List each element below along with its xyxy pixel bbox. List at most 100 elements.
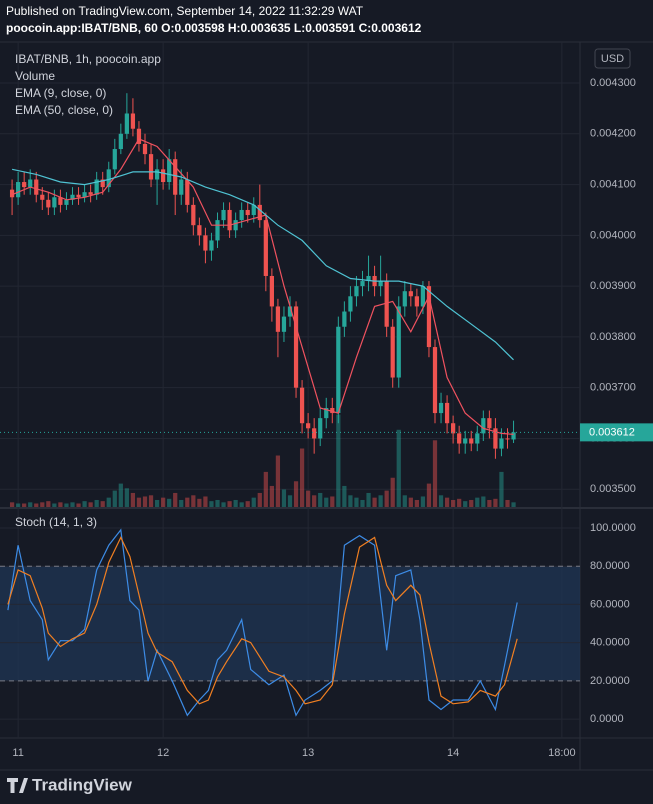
volume-bar [46, 501, 51, 507]
candle-body [100, 179, 105, 188]
volume-bar [251, 497, 256, 507]
candle-body [438, 402, 444, 414]
candle-body [251, 204, 256, 216]
candle-body [40, 194, 45, 200]
volume-bar [438, 495, 444, 507]
volume-legend: Volume [15, 69, 55, 83]
volume-bar [40, 502, 45, 507]
candle-body [76, 194, 81, 198]
candle-body [197, 225, 202, 236]
ema-legend: EMA (9, close, 0) [15, 86, 106, 100]
volume-bar [451, 499, 456, 507]
candle-body [324, 407, 329, 419]
candle-body [378, 281, 383, 287]
volume-bar [324, 497, 329, 507]
volume-bar [124, 488, 129, 507]
volume-bar [360, 499, 365, 507]
stoch-line [7, 528, 518, 717]
candle-body [185, 179, 190, 205]
volume-bar [499, 471, 504, 507]
volume-bar [245, 501, 250, 507]
y-tick-label: 60.0000 [590, 598, 630, 610]
stoch-title: Stoch (14, 1, 3) [15, 515, 97, 529]
volume-bar [28, 502, 33, 507]
candle-body [82, 192, 87, 198]
candle-body [263, 220, 268, 276]
volume-bar [88, 502, 93, 507]
symbol-line: poocoin.app:IBAT/BNB, 60 O:0.003598 H:0.… [6, 21, 422, 35]
volume-bar [148, 495, 154, 507]
x-tick-label: 14 [447, 747, 459, 759]
candle-body [34, 179, 39, 195]
y-tick-label: 40.0000 [590, 637, 630, 649]
marks [0, 93, 580, 717]
candle-body [384, 281, 389, 327]
y-tick-label: 80.0000 [590, 560, 630, 572]
candle-body [463, 438, 468, 444]
candle-body [457, 433, 462, 444]
candle-body [9, 189, 15, 198]
ema-line [11, 168, 514, 361]
volume-bar [457, 498, 462, 507]
volume-bar [197, 498, 202, 507]
candle-body [481, 418, 486, 434]
candle-body [306, 423, 311, 429]
ema-legend: EMA (50, close, 0) [15, 103, 113, 117]
volume-bar [9, 502, 15, 507]
volume-bar [263, 471, 268, 507]
candle-body [281, 316, 287, 332]
candle-body [209, 240, 214, 251]
volume-bar [112, 490, 117, 507]
volume-bar [161, 497, 166, 507]
candle-body [275, 306, 281, 332]
volume-bar [511, 502, 516, 507]
volume-bar [221, 502, 226, 507]
candle-body [408, 291, 413, 297]
logo: TradingView [7, 775, 133, 794]
candle-body [203, 235, 208, 251]
volume-bar [444, 497, 450, 507]
volume-bar [233, 499, 238, 507]
volume-bar [402, 495, 407, 507]
candle-body [64, 199, 69, 205]
currency-button[interactable] [594, 48, 631, 69]
candle-body [215, 220, 220, 241]
y-tick-label: 0.0000 [590, 713, 624, 725]
x-tick-label: 11 [12, 747, 23, 759]
volume-bar [463, 501, 468, 507]
volume-bar [94, 499, 99, 507]
y-tick-label: 0.003700 [590, 382, 636, 394]
labels: USD IBAT/BNB, 1h, poocoin.app Volume EMA… [7, 48, 653, 794]
volume-bar [239, 502, 244, 507]
candle-body [312, 428, 317, 439]
volume-bar [209, 501, 214, 507]
volume-bar [384, 490, 389, 507]
volume-bar [487, 499, 492, 507]
candle-body [451, 423, 456, 434]
candle-body [432, 347, 438, 414]
candle-body [167, 159, 172, 183]
x-tick-label: 13 [302, 747, 314, 759]
volume-bar [426, 483, 432, 507]
candle-body [299, 387, 305, 424]
volume-bar [330, 496, 335, 507]
candle-body [58, 197, 63, 205]
logo-icon [7, 778, 28, 793]
candle-body [88, 192, 93, 195]
volume-bar [390, 477, 395, 507]
candle-body [511, 432, 516, 440]
candle-body [179, 179, 184, 195]
volume-bar [354, 497, 359, 507]
candle-body [348, 296, 353, 312]
y-tick-label: 0.003800 [590, 331, 636, 343]
volume-bar [493, 498, 498, 507]
candle-body [342, 311, 347, 327]
volume-bar [342, 485, 347, 507]
candle-body [444, 402, 450, 424]
volume-bar [227, 501, 232, 507]
volume-bar [481, 496, 486, 507]
currency[interactable]: USD [601, 53, 624, 65]
volume-bar [118, 483, 123, 507]
volume-bar [22, 503, 27, 507]
candle-body [70, 194, 75, 200]
